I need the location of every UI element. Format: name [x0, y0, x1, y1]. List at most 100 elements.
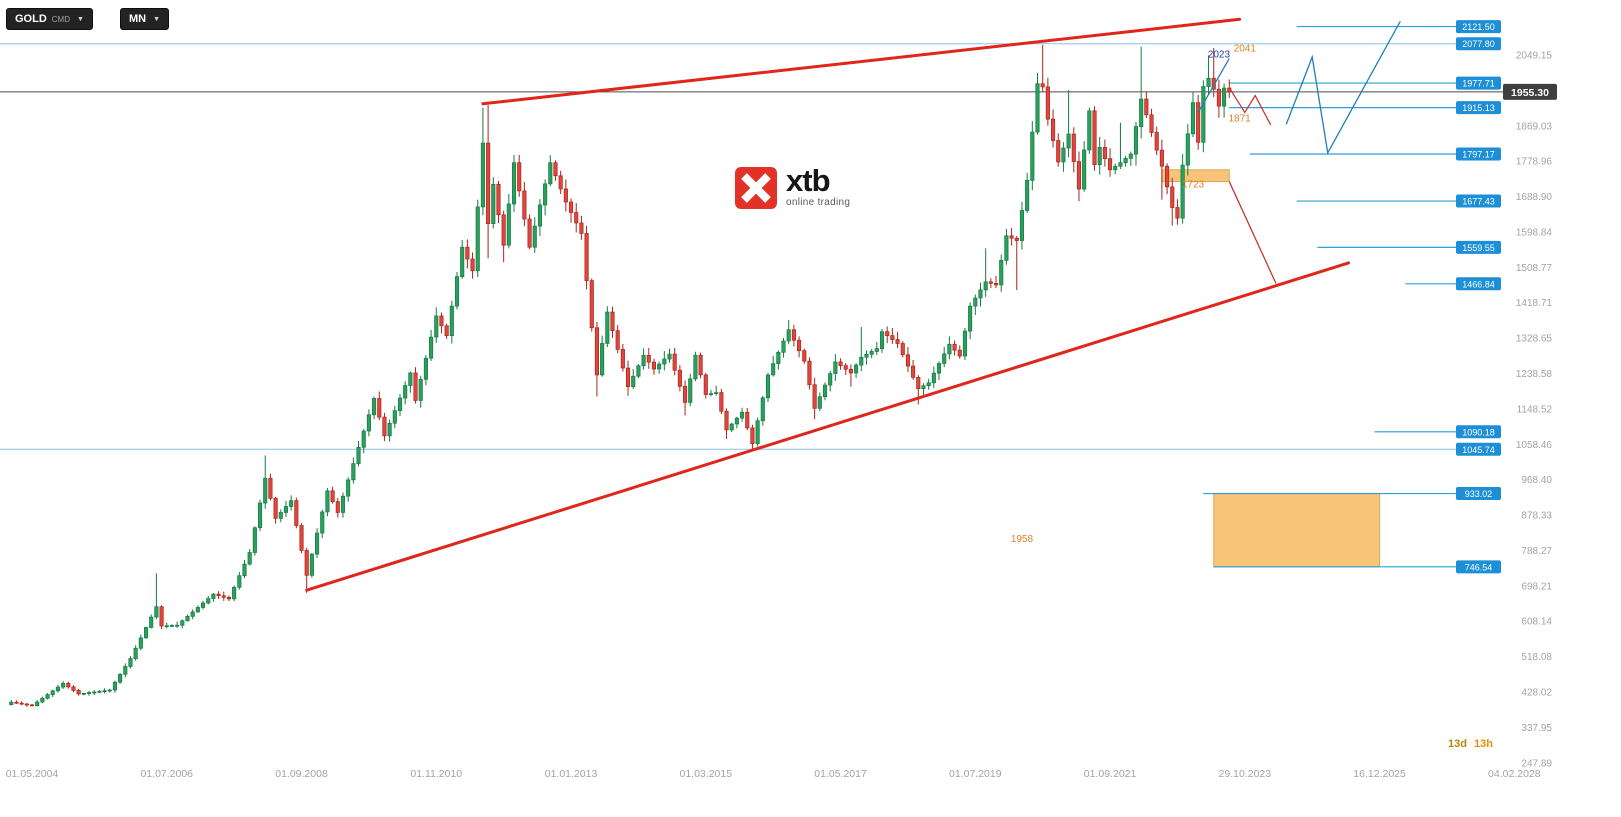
candle-body — [1133, 126, 1139, 155]
pullback-to-1871[interactable] — [1228, 87, 1272, 126]
y-axis-label: 428.02 — [1521, 687, 1552, 698]
candle-body — [719, 392, 724, 412]
upper-channel-line[interactable] — [481, 17, 1242, 106]
candle-body — [289, 500, 294, 507]
price-level-tag-label: 1045.74 — [1462, 445, 1495, 455]
annotation-text: 2023 — [1208, 49, 1231, 60]
candle-body — [631, 375, 636, 388]
price-level-tag[interactable] — [1456, 425, 1501, 439]
candle-body — [848, 368, 853, 374]
candle-body — [962, 330, 967, 357]
candle-body — [340, 495, 346, 513]
candle-body — [1159, 149, 1164, 167]
candle-body — [802, 350, 807, 362]
candle-body — [382, 416, 387, 437]
price-level-tag[interactable] — [1456, 194, 1501, 208]
candle-body — [237, 575, 242, 588]
y-axis-label: 1598.84 — [1516, 227, 1553, 238]
price-level-tag[interactable] — [1456, 442, 1501, 456]
price-level-tag[interactable] — [1456, 37, 1501, 51]
price-level-tag[interactable] — [1456, 76, 1501, 90]
candle-body — [434, 315, 439, 338]
y-axis-label: 1238.58 — [1516, 369, 1553, 380]
candle-body — [309, 553, 314, 576]
price-level-tag[interactable] — [1456, 101, 1501, 115]
candle-body — [356, 446, 361, 464]
symbol-label: GOLD — [15, 13, 47, 25]
candle-body — [45, 694, 50, 699]
candle-body — [24, 703, 29, 706]
candle-body — [740, 411, 745, 419]
candle-body — [511, 162, 517, 205]
candle-body — [885, 331, 890, 336]
candle-body — [760, 397, 765, 422]
support-zone-746-933[interactable] — [1213, 493, 1381, 568]
candle-body — [1092, 110, 1097, 166]
rally-to-2041[interactable] — [1197, 58, 1230, 113]
candle-body — [600, 343, 605, 376]
candle-body — [501, 214, 506, 246]
price-level-tag[interactable] — [1456, 147, 1501, 161]
candle-body — [833, 361, 838, 374]
candle-body — [667, 353, 672, 360]
candle-body — [1170, 186, 1175, 208]
candle-body — [366, 414, 371, 432]
y-axis-label: 1148.52 — [1517, 404, 1553, 415]
candle-body — [657, 363, 662, 370]
candle-body — [185, 615, 190, 622]
candle-body — [807, 360, 812, 386]
candle-body — [413, 372, 418, 401]
decline-to-1466[interactable] — [1228, 181, 1277, 284]
price-level-tag-label: 1797.17 — [1462, 150, 1495, 160]
candle-body — [1076, 161, 1082, 190]
candle-body — [1108, 158, 1113, 171]
candle-body — [527, 218, 532, 248]
candle-body — [729, 423, 734, 431]
candle-body — [1030, 131, 1035, 181]
annotation-text: 1871 — [1229, 113, 1252, 124]
candle-body — [1185, 133, 1190, 166]
candle-body — [988, 281, 993, 284]
y-axis-label: 1418.71 — [1516, 298, 1553, 309]
price-level-tag[interactable] — [1456, 560, 1501, 574]
candle-body — [683, 385, 688, 403]
chevron-down-icon: ▼ — [77, 15, 84, 23]
current-price-label: 1955.30 — [1511, 87, 1549, 99]
candle-body — [387, 422, 392, 437]
candle-body — [1144, 98, 1149, 116]
candle-body — [1019, 210, 1025, 241]
candle-body — [263, 477, 268, 504]
candle-body — [351, 463, 356, 481]
candle-body — [81, 692, 86, 695]
advance-to-2121[interactable] — [1285, 20, 1401, 155]
price-level-tag-label: 933.02 — [1465, 489, 1493, 499]
price-level-tag[interactable] — [1456, 240, 1501, 254]
candle-body — [123, 666, 128, 675]
candle-body — [226, 596, 232, 600]
candle-body — [66, 682, 71, 688]
candle-body — [957, 349, 962, 357]
price-level-tag-label: 1915.13 — [1462, 103, 1495, 113]
xtb-watermark: xtb online trading — [735, 165, 850, 209]
chevron-down-icon: ▼ — [153, 15, 161, 23]
price-level-tag[interactable] — [1456, 20, 1501, 34]
candle-body — [216, 593, 221, 597]
candle-body — [268, 477, 273, 499]
symbol-selector-button[interactable]: GOLD CMD ▼ — [6, 8, 93, 30]
candle-body — [942, 353, 947, 364]
candle-body — [1154, 132, 1159, 151]
candle-body — [454, 276, 460, 307]
candle-body — [968, 305, 973, 332]
timeframe-selector-button[interactable]: MN ▼ — [120, 8, 170, 30]
lower-channel-line[interactable] — [305, 261, 1350, 592]
price-level-tag[interactable] — [1456, 487, 1501, 501]
candle-body — [102, 690, 107, 693]
candle-body — [29, 704, 35, 707]
y-axis-label: 788.27 — [1521, 546, 1552, 557]
candle-body — [206, 598, 211, 604]
price-level-tag[interactable] — [1456, 277, 1501, 291]
x-axis-label: 01.09.2008 — [275, 768, 328, 780]
candle-body — [294, 500, 299, 526]
candle-body — [118, 673, 123, 683]
